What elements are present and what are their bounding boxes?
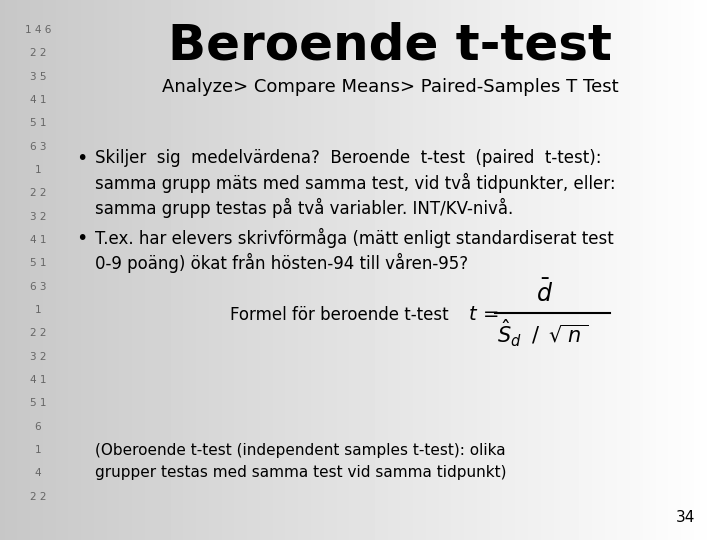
Text: $\hat{S}_{d}$: $\hat{S}_{d}$ [497, 318, 522, 349]
Text: T.ex. har elevers skrivförmåga (mätt enligt standardiserat test: T.ex. har elevers skrivförmåga (mätt enl… [95, 228, 613, 248]
Text: 0-9 poäng) ökat från hösten-94 till våren-95?: 0-9 poäng) ökat från hösten-94 till våre… [95, 253, 468, 273]
Text: 2 2: 2 2 [30, 328, 46, 339]
Text: $/$: $/$ [531, 325, 541, 346]
Text: •: • [76, 228, 88, 247]
Text: 4 1: 4 1 [30, 235, 46, 245]
Text: 5 1: 5 1 [30, 399, 46, 408]
Text: 1: 1 [35, 445, 41, 455]
Text: 6 3: 6 3 [30, 141, 46, 152]
Text: $t\,=$: $t\,=$ [468, 306, 499, 325]
Text: 4: 4 [35, 468, 41, 478]
Text: $\bar{d}$: $\bar{d}$ [536, 279, 554, 307]
Text: (Oberoende t-test (independent samples t-test): olika: (Oberoende t-test (independent samples t… [95, 442, 505, 457]
Text: 4 1: 4 1 [30, 375, 46, 385]
Text: 2 2: 2 2 [30, 491, 46, 502]
Text: 5 1: 5 1 [30, 118, 46, 129]
Text: 2 2: 2 2 [30, 188, 46, 198]
Text: •: • [76, 148, 88, 167]
Text: Skiljer  sig  medelvärdena?  Beroende  t-test  (paired  t-test):: Skiljer sig medelvärdena? Beroende t-tes… [95, 149, 601, 167]
Text: 3 5: 3 5 [30, 72, 46, 82]
Text: samma grupp mäts med samma test, vid två tidpunkter, eller:: samma grupp mäts med samma test, vid två… [95, 173, 616, 193]
Text: Beroende t-test: Beroende t-test [168, 21, 612, 69]
Text: grupper testas med samma test vid samma tidpunkt): grupper testas med samma test vid samma … [95, 464, 506, 480]
Text: 1 4 6: 1 4 6 [24, 25, 51, 35]
Text: 3 2: 3 2 [30, 352, 46, 362]
Text: 34: 34 [675, 510, 695, 525]
Text: 5 1: 5 1 [30, 258, 46, 268]
Text: $\sqrt{\,n\,}$: $\sqrt{\,n\,}$ [548, 324, 588, 346]
Text: 4 1: 4 1 [30, 95, 46, 105]
Text: 2 2: 2 2 [30, 49, 46, 58]
Text: samma grupp testas på två variabler. INT/KV-nivå.: samma grupp testas på två variabler. INT… [95, 198, 513, 218]
Text: 1: 1 [35, 305, 41, 315]
Text: Formel för beroende t-test: Formel för beroende t-test [230, 306, 449, 324]
Text: 1: 1 [35, 165, 41, 175]
Text: 6: 6 [35, 422, 41, 431]
Text: 6 3: 6 3 [30, 282, 46, 292]
Text: 3 2: 3 2 [30, 212, 46, 221]
Text: Analyze> Compare Means> Paired-Samples T Test: Analyze> Compare Means> Paired-Samples T… [162, 78, 618, 96]
